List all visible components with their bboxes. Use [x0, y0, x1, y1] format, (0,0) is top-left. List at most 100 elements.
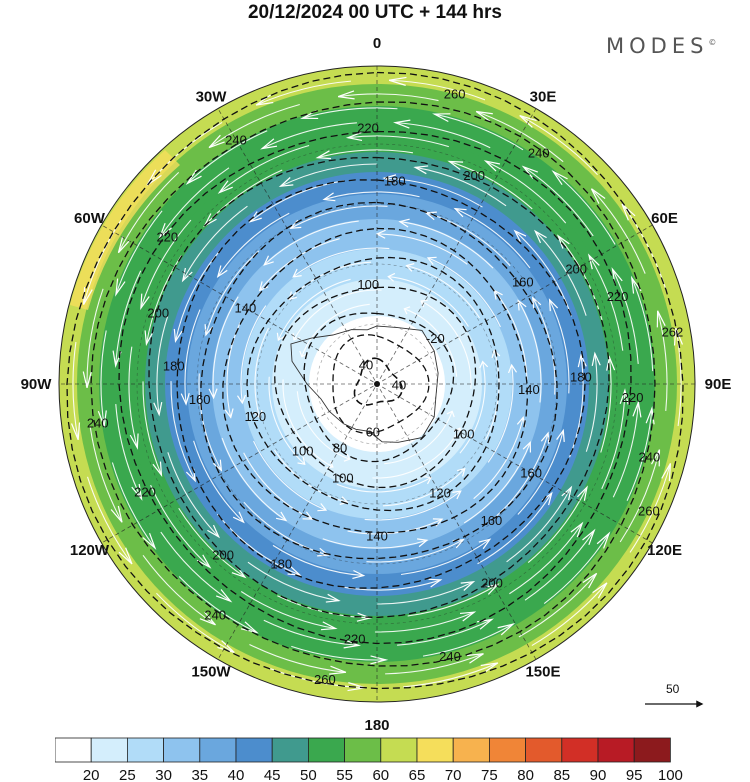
contour-line — [353, 357, 403, 406]
colorbar-box — [416, 737, 454, 763]
longitude-label-lon-120w: 120W — [70, 542, 110, 559]
streamline-arrow — [556, 234, 570, 249]
streamline-arrow — [232, 511, 245, 524]
colorbar-box — [307, 737, 345, 763]
longitude-label-lon-180: 180 — [364, 717, 389, 734]
streamline — [407, 583, 499, 617]
streamline-arrow — [632, 400, 642, 418]
streamline-arrow — [144, 330, 154, 347]
streamline-arrow — [387, 272, 396, 282]
streamline — [184, 309, 201, 405]
colorbar-box — [55, 737, 92, 763]
streamline — [296, 391, 350, 460]
reference-vector-arrow — [645, 700, 704, 708]
streamline — [159, 167, 230, 238]
streamline-arrow — [302, 511, 314, 520]
streamline-arrow — [497, 623, 516, 636]
streamline-arrow — [606, 355, 616, 371]
antarctica-coastline — [290, 325, 439, 443]
contour-label: 240 — [87, 416, 109, 431]
streamline — [167, 452, 220, 538]
colorbar-tick: 70 — [445, 767, 462, 782]
streamline-arrow — [592, 582, 608, 599]
streamline-arrow — [452, 490, 462, 500]
streamline — [338, 579, 441, 591]
streamline-arrow — [345, 131, 363, 142]
contour-label: 240 — [225, 132, 247, 147]
streamline — [619, 449, 661, 543]
contour-label: 120 — [429, 486, 451, 501]
colorbar-tick: 40 — [228, 767, 245, 782]
streamline — [182, 205, 248, 281]
streamline — [527, 487, 588, 564]
streamline-arrow — [517, 299, 527, 311]
streamline — [178, 576, 257, 633]
streamline-arrow — [656, 310, 666, 328]
streamline-arrow — [217, 180, 233, 194]
colorbar-box — [380, 737, 418, 763]
streamline-arrow — [428, 578, 443, 588]
streamline — [187, 130, 268, 184]
streamline-arrow — [208, 134, 225, 149]
streamline-arrow — [475, 110, 493, 122]
streamline — [301, 303, 370, 357]
streamline-arrow — [576, 485, 588, 501]
contour-label: 200 — [147, 305, 169, 320]
colorbar-box — [633, 737, 671, 763]
streamline-arrow — [343, 453, 351, 462]
streamline-arrow — [204, 324, 214, 337]
streamline-arrow — [325, 593, 341, 603]
streamline — [631, 277, 654, 372]
streamline-arrow — [426, 256, 437, 265]
streamline-arrow — [196, 554, 212, 569]
contour-label: 180 — [570, 369, 592, 384]
streamline-arrow — [596, 531, 611, 549]
streamline-arrow — [253, 409, 263, 419]
contour-label: 140 — [366, 529, 388, 544]
streamline — [415, 166, 507, 207]
streamline — [523, 166, 594, 237]
contour-line — [246, 256, 500, 512]
streamline-arrow — [466, 653, 484, 664]
colorbar-box — [344, 737, 382, 763]
streamline — [487, 364, 514, 463]
streamline-arrow — [207, 524, 221, 539]
streamline — [221, 437, 287, 521]
streamline — [86, 288, 104, 388]
streamline — [83, 215, 125, 305]
streamline-arrow — [299, 350, 308, 358]
contour-label: 100 — [332, 470, 354, 485]
streamline-arrow — [129, 433, 139, 450]
streamline — [454, 208, 531, 269]
streamline — [519, 115, 598, 176]
wind-speed-colorbar: 20 25 30 35 40 45 50 55 60 65 70 75 80 85 90 95 100 — [55, 737, 683, 782]
streamline — [145, 254, 183, 345]
contour-label: 240 — [528, 145, 550, 160]
longitude-label-lon-150e: 150E — [525, 664, 560, 681]
longitude-label-lon-30e: 30E — [530, 88, 557, 105]
streamline — [509, 523, 583, 595]
streamline-arrow — [260, 138, 278, 150]
streamline — [323, 191, 420, 200]
streamline — [404, 308, 458, 377]
streamline — [612, 402, 639, 498]
streamline — [142, 381, 162, 476]
streamline-arrow — [453, 207, 467, 218]
colorbar-box — [561, 737, 599, 763]
streamline-arrow — [587, 253, 600, 270]
streamline — [657, 310, 668, 411]
streamline-arrow — [320, 621, 338, 631]
streamline-arrow — [478, 538, 492, 550]
streamline-arrow — [352, 569, 366, 580]
streamline-arrow — [199, 611, 216, 626]
page-title: 20/12/2024 00 UTC + 144 hrs — [247, 2, 503, 23]
contour-label: 260 — [314, 672, 336, 687]
streamline — [249, 643, 346, 673]
contour-label: 40 — [392, 377, 406, 392]
streamline — [140, 219, 192, 309]
streamline-arrow — [216, 265, 228, 279]
streamline — [280, 163, 377, 187]
colorbar-tick: 30 — [155, 767, 172, 782]
streamline — [588, 254, 624, 351]
contour-label: 260 — [444, 87, 466, 102]
